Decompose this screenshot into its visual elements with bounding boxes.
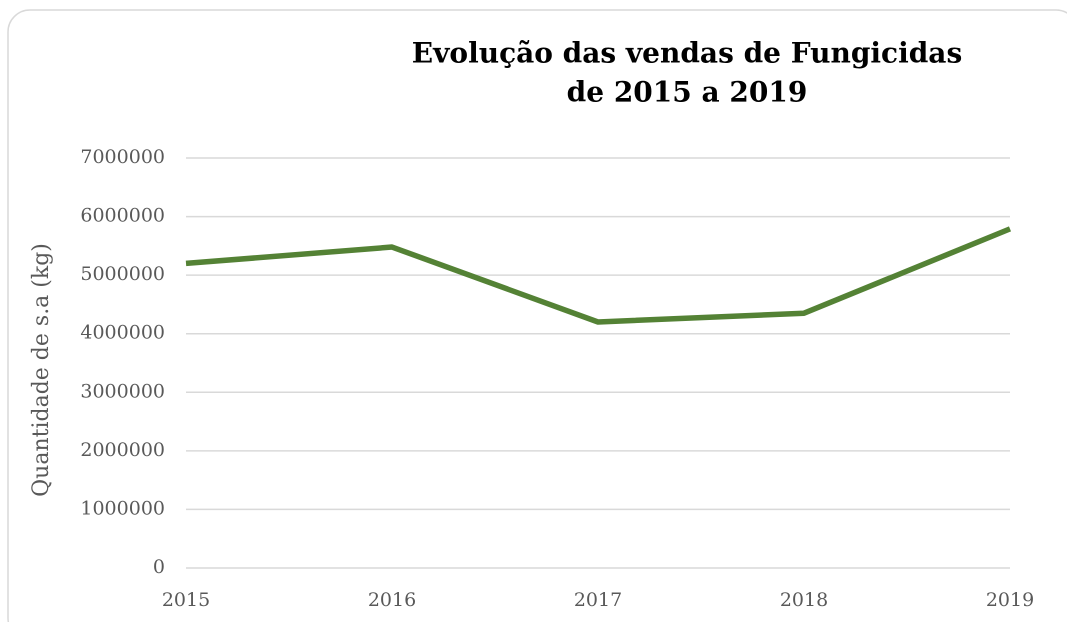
- y-tick-label: 5000000: [80, 263, 165, 285]
- x-tick-label: 2017: [574, 589, 622, 611]
- y-tick-label: 1000000: [80, 497, 165, 519]
- y-tick-label: 4000000: [80, 322, 165, 344]
- chart-title: de 2015 a 2019: [567, 76, 808, 109]
- x-tick-label: 2015: [162, 589, 210, 611]
- chart-frame: [7, 9, 1067, 622]
- x-tick-label: 2018: [780, 589, 828, 611]
- y-tick-label: 6000000: [80, 205, 165, 227]
- y-tick-label: 7000000: [80, 146, 165, 168]
- y-axis-label: Quantidade de s.a (kg): [29, 243, 54, 497]
- x-tick-label: 2016: [368, 589, 416, 611]
- y-tick-label: 3000000: [80, 380, 165, 402]
- x-tick-label: 2019: [986, 589, 1034, 611]
- data-line: [185, 226, 1012, 325]
- y-tick-label: 2000000: [80, 439, 165, 461]
- y-tick-label: 0: [153, 556, 165, 578]
- chart-title: Evolução das vendas de Fungicidas: [412, 37, 962, 70]
